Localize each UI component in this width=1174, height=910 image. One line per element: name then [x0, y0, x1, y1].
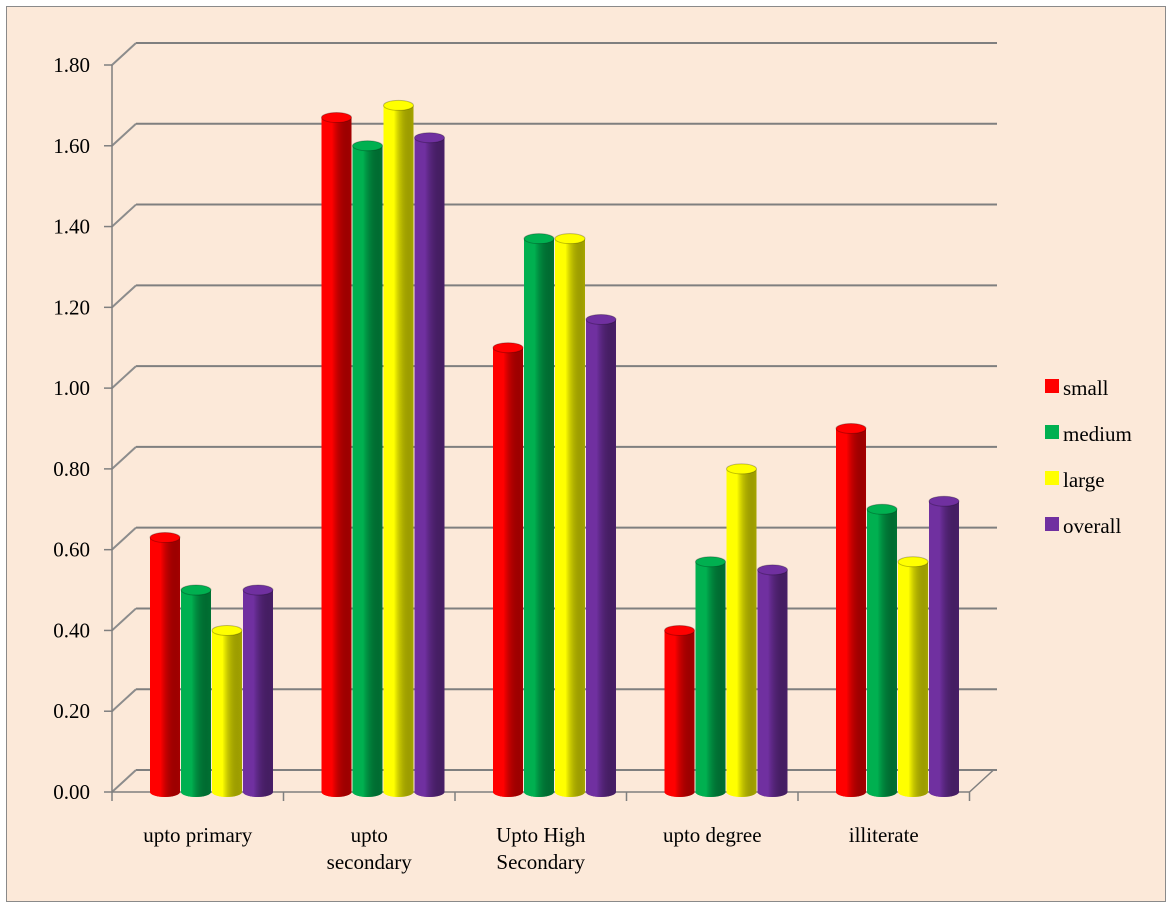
gridline-side [111, 203, 137, 228]
bar-overall [928, 495, 960, 797]
bar-chart: 0.00 0.20 0.40 0.60 0.80 1.00 1.20 1.40 1.60 1.80… [53, 42, 1132, 874]
x-category-label: illiterate [849, 823, 919, 847]
legend-swatch [1045, 379, 1059, 393]
gridline-side [111, 284, 137, 309]
y-axis-tick-labels: 0.00 0.20 0.40 0.60 0.80 1.00 1.20 1.40 1.60 1.80 [53, 53, 90, 804]
bar-small [492, 342, 524, 797]
x-category-label: upto degree [663, 823, 762, 847]
bars [149, 99, 960, 797]
y-tick-label: 0.20 [53, 699, 90, 723]
bar-small [321, 112, 352, 797]
bar-medium [180, 584, 212, 797]
legend-item-small: small [1045, 376, 1109, 400]
y-tick-label: 1.80 [53, 53, 90, 77]
bar-overall [757, 564, 788, 797]
legend-label: large [1063, 468, 1105, 492]
bar-medium [352, 140, 383, 797]
legend: small medium large overall [1045, 376, 1132, 538]
chart-area: 0.00 0.20 0.40 0.60 0.80 1.00 1.20 1.40 1.60 1.80… [6, 6, 1166, 902]
legend-swatch [1045, 425, 1059, 439]
bar-small [835, 423, 867, 797]
gridline-side [111, 446, 137, 470]
gridline-side [111, 526, 137, 551]
floor-edge [968, 769, 995, 793]
bar-medium [523, 233, 555, 797]
y-tick-label: 1.00 [53, 376, 90, 400]
bar-large [897, 556, 929, 797]
bar-small [664, 624, 695, 797]
bar-overall [242, 584, 274, 797]
legend-label: medium [1063, 422, 1132, 446]
y-tick-label: 0.60 [53, 538, 90, 562]
y-tick-label: 0.00 [53, 780, 90, 804]
bar-small [149, 532, 181, 797]
bar-large [383, 99, 414, 797]
bar-overall [585, 313, 617, 797]
x-category-label: Upto High Secondary [496, 823, 586, 874]
gridline-side [111, 42, 137, 66]
gridline-side [111, 769, 137, 793]
legend-swatch [1045, 471, 1059, 485]
y-tick-label: 1.60 [53, 134, 90, 158]
bar-large [211, 624, 243, 797]
y-tick-label: 0.40 [53, 618, 90, 642]
gridline-side [111, 365, 137, 389]
x-axis-category-labels: upto primary upto secondary Upto High Second… [143, 823, 919, 874]
legend-item-large: large [1045, 468, 1105, 492]
gridline-side [111, 607, 137, 632]
bar-large [726, 463, 757, 797]
bar-large [554, 233, 586, 797]
bar-medium [866, 503, 898, 797]
y-tick-label: 1.40 [53, 215, 90, 239]
gridline-side [111, 123, 137, 147]
legend-label: overall [1063, 514, 1121, 538]
y-tick-label: 0.80 [53, 457, 90, 481]
bar-overall [414, 132, 445, 797]
bar-medium [695, 556, 726, 797]
legend-item-medium: medium [1045, 422, 1132, 446]
x-category-label: upto secondary [327, 823, 413, 874]
legend-label: small [1063, 376, 1109, 400]
y-tick-label: 1.20 [53, 295, 90, 319]
x-category-label: upto primary [143, 823, 253, 847]
gridline-side [111, 688, 137, 712]
legend-item-overall: overall [1045, 514, 1121, 538]
legend-swatch [1045, 517, 1059, 531]
